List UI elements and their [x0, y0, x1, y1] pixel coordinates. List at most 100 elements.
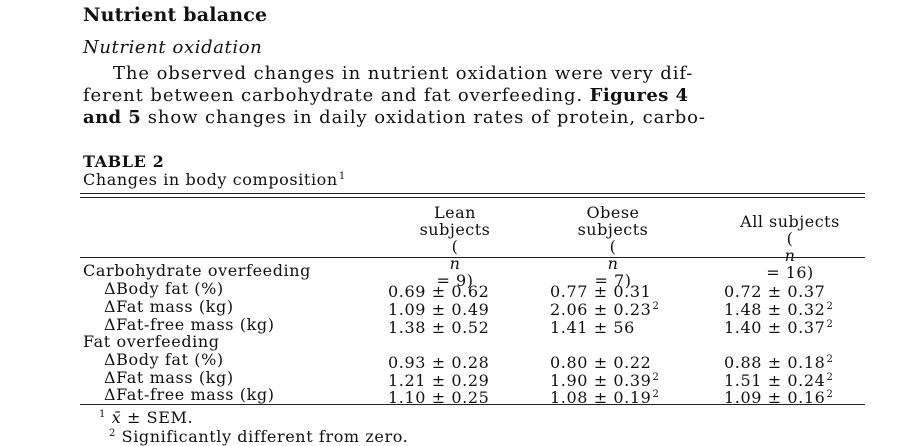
table-caption-text: Changes in body composition [83, 170, 338, 189]
figure-reference-continued: and 5 [83, 107, 142, 128]
cell-value: 1.41 ± 56 [550, 318, 635, 337]
cell-lean: 1.38 ± 0.52 [388, 316, 490, 337]
paragraph-line-1: The observed changes in nutrient oxidati… [113, 63, 694, 84]
cell-all: 0.88 ± 0.182 [724, 351, 833, 372]
row-label: ΔFat mass (kg) [104, 297, 234, 316]
table-header-rule [80, 257, 865, 258]
column-header-lean-line2: subjects [419, 220, 491, 239]
table-caption: Changes in body composition1 [83, 170, 346, 189]
table-row: ΔFat mass (kg) 1.21 ± 0.29 1.90 ± 0.392 … [0, 368, 900, 390]
paragraph-line-2-text: ferent between carbohydrate and fat over… [83, 85, 590, 106]
cell-footnote-mark: 2 [826, 389, 834, 400]
cell-value: 0.93 ± 0.28 [388, 353, 490, 372]
table-row: ΔFat-free mass (kg) 1.38 ± 0.52 1.41 ± 5… [0, 315, 900, 337]
column-header-obese-n: (n = 7) [548, 238, 678, 289]
cell-value: 0.77 ± 0.31 [550, 282, 652, 301]
table-row: ΔBody fat (%) 0.69 ± 0.62 0.77 ± 0.31 0.… [0, 279, 900, 301]
table-label: TABLE 2 [83, 152, 165, 171]
footnote-mark: 1 [99, 409, 106, 420]
cell-footnote-mark: 2 [652, 301, 660, 312]
row-label: ΔFat mass (kg) [104, 368, 234, 387]
column-header-obese-line2: subjects [577, 220, 649, 239]
section-heading: Nutrient balance [83, 4, 268, 26]
row-label: ΔFat-free mass (kg) [104, 315, 275, 334]
cell-value: 1.40 ± 0.37 [724, 318, 826, 337]
body-paragraph: The observed changes in nutrient oxidati… [83, 63, 873, 129]
column-header-lean-n: (n = 9) [390, 238, 520, 289]
n-value: = 9) [436, 271, 474, 290]
table-row: ΔFat-free mass (kg) 1.10 ± 0.25 1.08 ± 0… [0, 385, 900, 407]
column-header-all-n: (n = 16) [715, 230, 865, 281]
table-row: ΔBody fat (%) 0.93 ± 0.28 0.80 ± 0.22 0.… [0, 350, 900, 372]
cell-obese: 0.77 ± 0.31 [550, 280, 652, 301]
cell-value: 1.90 ± 0.39 [550, 371, 652, 390]
paragraph-line-3: and 5 show changes in daily oxidation ra… [83, 107, 873, 129]
cell-footnote-mark: 2 [826, 354, 834, 365]
cell-value: 1.09 ± 0.49 [388, 300, 490, 319]
table-caption-footnote-mark: 1 [338, 171, 346, 182]
cell-footnote-mark: 2 [826, 301, 834, 312]
n-variable: n [784, 246, 796, 265]
cell-value: 0.72 ± 0.37 [724, 282, 826, 301]
footnote-text: Significantly different from zero. [115, 427, 409, 446]
footnote-text: ± SEM. [121, 408, 194, 427]
cell-all: 1.09 ± 0.162 [724, 386, 833, 407]
cell-obese: 1.08 ± 0.192 [550, 386, 659, 407]
n-value: = 7) [594, 271, 632, 290]
cell-value: 1.09 ± 0.16 [724, 388, 826, 407]
cell-value: 1.08 ± 0.19 [550, 388, 652, 407]
n-open: ( [451, 237, 459, 256]
cell-obese: 1.90 ± 0.392 [550, 369, 659, 390]
footnote-1: 1 x̄ ± SEM. [98, 408, 193, 427]
subsection-heading: Nutrient oxidation [83, 37, 263, 58]
n-open: ( [786, 229, 794, 248]
table-top-rule-second [80, 197, 865, 198]
footnote-2: 2 Significantly different from zero. [108, 427, 408, 446]
cell-value: 1.10 ± 0.25 [388, 388, 490, 407]
cell-value: 1.48 ± 0.32 [724, 300, 826, 319]
cell-value: 0.88 ± 0.18 [724, 353, 826, 372]
cell-lean: 1.10 ± 0.25 [388, 386, 490, 407]
cell-lean: 1.09 ± 0.49 [388, 298, 490, 319]
cell-all: 1.48 ± 0.322 [724, 298, 833, 319]
cell-value: 1.51 ± 0.24 [724, 371, 826, 390]
cell-lean: 0.69 ± 0.62 [388, 280, 490, 301]
cell-footnote-mark: 2 [652, 389, 660, 400]
row-label: ΔBody fat (%) [104, 279, 224, 298]
group-label-carbohydrate: Carbohydrate overfeeding [83, 261, 312, 280]
cell-all: 1.40 ± 0.372 [724, 316, 833, 337]
cell-lean: 1.21 ± 0.29 [388, 369, 490, 390]
cell-footnote-mark: 2 [826, 372, 834, 383]
n-value: = 16) [766, 263, 814, 282]
cell-obese: 2.06 ± 0.232 [550, 298, 659, 319]
cell-all: 1.51 ± 0.242 [724, 369, 833, 390]
cell-obese: 0.80 ± 0.22 [550, 351, 652, 372]
column-header-lean: Lean subjects (n = 9) [390, 204, 520, 289]
table-bottom-rule [80, 404, 865, 405]
cell-value: 1.38 ± 0.52 [388, 318, 490, 337]
table-row: ΔFat mass (kg) 1.09 ± 0.49 2.06 ± 0.232 … [0, 297, 900, 319]
table-top-rule [80, 193, 865, 194]
row-label: ΔBody fat (%) [104, 350, 224, 369]
cell-footnote-mark: 2 [652, 372, 660, 383]
paragraph-line-3-text: show changes in daily oxidation rates of… [141, 107, 706, 128]
paragraph-line-2: ferent between carbohydrate and fat over… [83, 85, 873, 107]
group-label-fat: Fat overfeeding [83, 332, 220, 351]
footnote-variable: x̄ [111, 408, 122, 427]
n-open: ( [609, 237, 617, 256]
column-header-lean-line1: Lean [434, 203, 476, 222]
column-header-all-line1: All subjects [740, 212, 840, 231]
cell-obese: 1.41 ± 56 [550, 316, 636, 337]
cell-footnote-mark: 2 [826, 319, 834, 330]
n-variable: n [607, 254, 619, 273]
column-header-all: All subjects (n = 16) [715, 213, 865, 281]
column-header-obese: Obese subjects (n = 7) [548, 204, 678, 289]
cell-value: 1.21 ± 0.29 [388, 371, 490, 390]
row-label: ΔFat-free mass (kg) [104, 385, 275, 404]
cell-all: 0.72 ± 0.37 [724, 280, 826, 301]
table-group-row: Fat overfeeding [0, 333, 900, 351]
cell-value: 0.80 ± 0.22 [550, 353, 652, 372]
cell-value: 0.69 ± 0.62 [388, 282, 490, 301]
n-variable: n [449, 254, 461, 273]
